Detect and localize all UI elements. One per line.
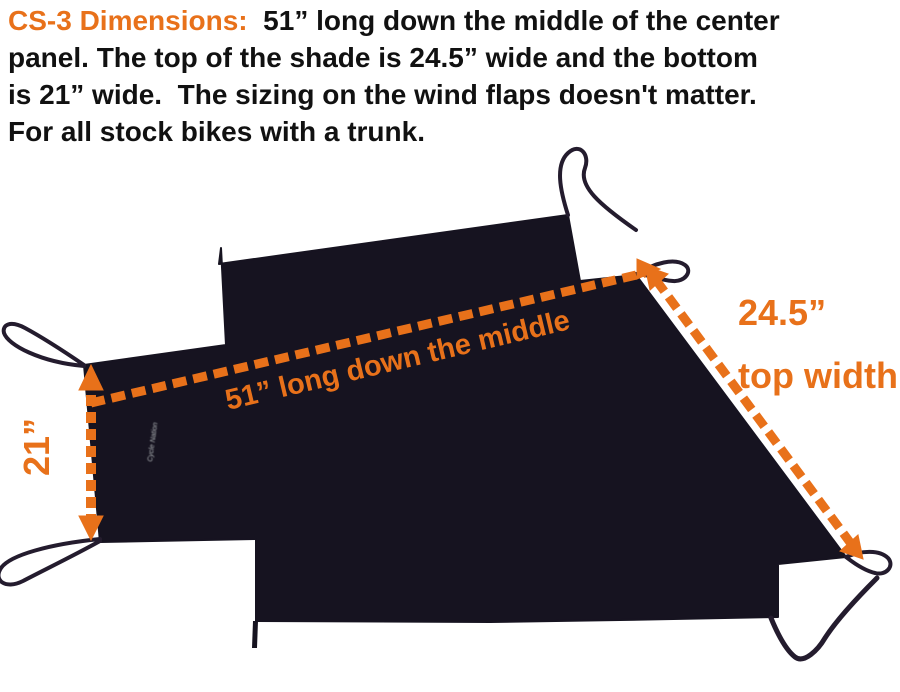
svg-text:24.5”: 24.5” xyxy=(738,292,826,333)
svg-text:21”: 21” xyxy=(16,418,57,476)
svg-text:top width: top width xyxy=(738,355,898,396)
